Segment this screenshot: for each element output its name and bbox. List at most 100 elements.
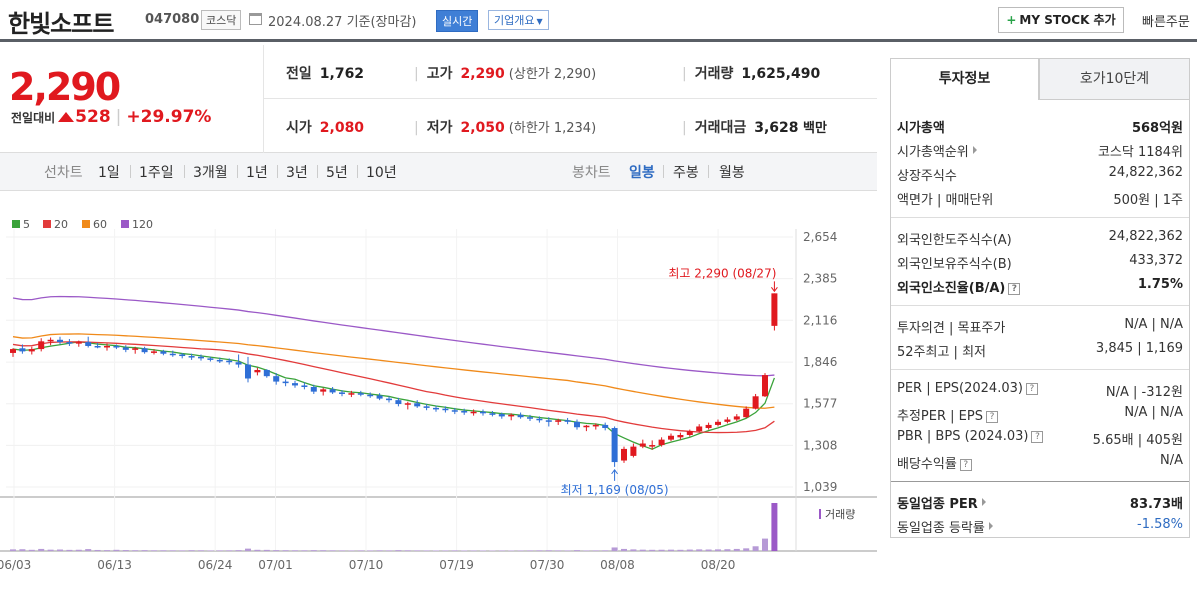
tab-3m[interactable]: 3개월 [193, 165, 228, 181]
volume-bar [357, 550, 364, 551]
info-value: 83.73배 [1129, 497, 1183, 512]
x-tick-label: 07/01 [258, 558, 293, 572]
tab-1y[interactable]: 1년 [246, 165, 268, 181]
add-mystock-button[interactable]: + MY STOCK 추가 [998, 7, 1124, 33]
candle-body [85, 342, 92, 346]
candle-body [10, 349, 16, 353]
x-tick-label: 06/24 [198, 558, 233, 572]
candle-body [771, 293, 778, 326]
info-label-wrap: 외국인소진율(B/A)? [897, 277, 1021, 296]
info-label: 투자의견 | 목표주가 [897, 321, 1006, 336]
help-icon[interactable]: ? [985, 411, 998, 423]
volume-bar [122, 550, 129, 551]
divider [130, 165, 131, 178]
trade-amount: | 거래대금 3,628 백만 [682, 117, 827, 137]
info-row-rank[interactable]: 시가총액순위 코스닥 1184위 [897, 138, 1183, 162]
candle-body [621, 448, 627, 461]
volume-bar [235, 550, 242, 551]
price-chart[interactable]: 2,654 2,385 2,116 1,846 1,577 1,308 1,039 06/03… [0, 191, 877, 600]
volume-bar [442, 550, 449, 551]
candle-body [743, 408, 750, 418]
invest-info-list: 시가총액 568억원 시가총액순위 코스닥 1184위 상장주식수 24,822,36… [890, 100, 1190, 538]
chevron-right-icon [981, 498, 986, 506]
volume-label: 거래량 [694, 66, 734, 82]
volume-bar [433, 550, 439, 551]
volume-bar [508, 550, 515, 551]
candle-body [245, 364, 251, 379]
tab-3y[interactable]: 3년 [286, 165, 308, 181]
tab-10y[interactable]: 10년 [366, 165, 397, 181]
volume-bar [715, 549, 721, 551]
info-row-foreign-hold: 외국인보유주식수(B) 433,372 [897, 250, 1183, 274]
candlestick-chart-svg[interactable]: 2,654 2,385 2,116 1,846 1,577 1,308 1,039 06/03… [0, 191, 877, 600]
quick-order-link[interactable]: 빠른주문 [1142, 15, 1190, 30]
info-label-wrap: PER | EPS(2024.03)? [897, 381, 1038, 396]
volume-bar [169, 550, 176, 551]
up-arrow-icon [58, 112, 75, 122]
tab-monthly[interactable]: 월봉 [719, 165, 745, 181]
info-label: PER | EPS(2024.03) [897, 381, 1023, 396]
volume-bar [545, 550, 552, 551]
volume-bar [198, 550, 204, 551]
volume-bar [104, 550, 110, 551]
amount-value: 3,628 [754, 120, 799, 136]
candle-body [649, 445, 656, 447]
info-row-sector-per[interactable]: 동일업종 PER 83.73배 [897, 490, 1183, 514]
volume-bar [132, 550, 139, 551]
help-icon[interactable]: ? [1008, 283, 1021, 295]
candle-body [38, 341, 45, 350]
realtime-button[interactable]: 실시간 [436, 10, 479, 32]
ma-line [12, 341, 776, 450]
tab-1d[interactable]: 1일 [98, 165, 120, 181]
volume-bar [151, 550, 157, 551]
amount-label: 거래대금 [694, 120, 747, 136]
company-overview-dropdown[interactable]: 기업개요 ▼ [488, 10, 549, 30]
candle-body [216, 359, 223, 362]
candle-body [395, 400, 402, 405]
open-price: 시가 2,080 [286, 117, 364, 137]
legend-label: 120 [132, 218, 153, 231]
volume-bar [414, 550, 421, 551]
tab-order-book[interactable]: 호가10단계 [1039, 58, 1190, 100]
divider [708, 165, 709, 178]
volume-bar [113, 549, 120, 551]
open-value: 2,080 [319, 120, 365, 136]
candle-body [75, 342, 82, 344]
tab-daily[interactable]: 일봉 [629, 165, 655, 181]
info-value: 568억원 [1131, 121, 1183, 136]
candle-body [66, 342, 73, 344]
volume-bar [339, 550, 345, 551]
tab-weekly[interactable]: 주봉 [673, 165, 699, 181]
candle-body [151, 351, 157, 353]
divider [237, 165, 238, 178]
candle-body [527, 417, 533, 419]
candle-body [414, 403, 421, 407]
volume-bar [423, 550, 430, 551]
divider: | [682, 66, 687, 82]
volume-bar [38, 548, 45, 551]
plus-icon: + [1006, 13, 1017, 27]
volume-bar [480, 550, 486, 551]
volume-bar [28, 549, 35, 551]
help-icon[interactable]: ? [1025, 383, 1038, 395]
tab-invest-info[interactable]: 투자정보 [890, 58, 1039, 100]
info-row-par: 액면가 | 매매단위 500원 | 1주 [897, 186, 1183, 210]
divider: | [682, 120, 687, 136]
candle-body [715, 421, 721, 425]
help-icon[interactable]: ? [959, 459, 972, 471]
candle-body [611, 428, 618, 463]
tab-1w[interactable]: 1주일 [139, 165, 174, 181]
candle-body [762, 375, 768, 397]
info-value: 5.65배 | 405원 [1092, 433, 1183, 448]
candle-body [47, 339, 54, 342]
volume-bar [668, 549, 674, 551]
candle-body [555, 420, 562, 422]
help-icon[interactable]: ? [1031, 431, 1044, 443]
volume-bar [461, 550, 468, 551]
volume-bar [273, 550, 280, 551]
info-row-sector-change[interactable]: 동일업종 등락률 -1.58% [897, 514, 1183, 538]
open-label: 시가 [286, 120, 312, 136]
candle-body [179, 354, 186, 357]
tab-5y[interactable]: 5년 [326, 165, 348, 181]
volume-bar [696, 549, 703, 551]
